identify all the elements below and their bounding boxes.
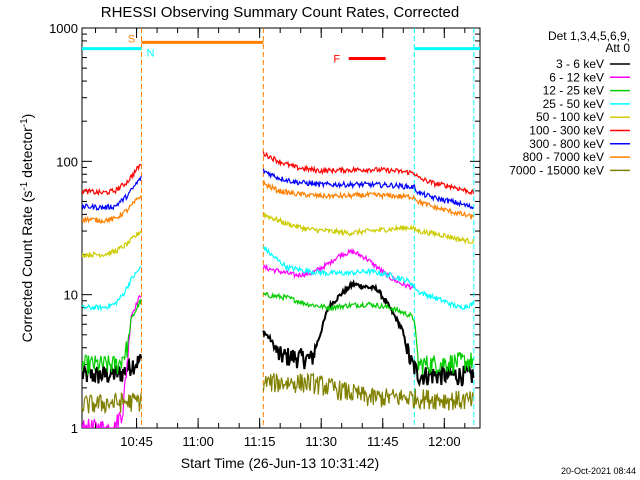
x-tick-label: 12:00 [428,434,461,449]
y-tick-label: 1000 [49,21,78,36]
series-line [82,230,142,259]
saa-flag-label: S [128,33,135,45]
series-line [262,291,474,375]
series-line [82,163,142,196]
x-tick-label: 11:00 [182,434,214,449]
series-line [82,391,142,415]
night-flag-label: N [147,48,155,60]
legend-label: 50 - 100 keV [536,110,604,124]
series-line [262,179,474,220]
state-flags: SN F [82,33,480,66]
x-axis: 10:45 11:00 11:15 11:30 11:45 12:00 [95,28,466,449]
y-axis-label: Corrected Count Rate (s-1 detector-1) [19,114,35,343]
series-50-100-kev [82,212,474,259]
series-line [262,245,474,310]
series-300-800-kev [82,168,474,211]
series-group [82,151,475,428]
legend-label: 12 - 25 keV [543,84,604,98]
series-line [82,294,142,428]
series-line [82,266,142,313]
series-25-50-kev [82,245,474,313]
series-800-7000-kev [82,179,474,224]
x-tick-label: 10:45 [120,434,153,449]
x-tick-label: 11:15 [244,434,276,449]
series-line [262,372,474,411]
legend-header-line2: Att 0 [605,41,630,55]
series-100-300-kev [82,151,474,196]
series-line [262,168,474,210]
y-tick-label: 1 [71,421,78,436]
series-line [82,176,142,211]
legend-label: 300 - 800 keV [529,137,604,151]
series-7000-15000-kev [82,372,474,415]
series-12-25-kev [82,291,474,376]
flare-flag-label: F [333,54,340,66]
series-line [262,279,475,387]
legend-label: 100 - 300 keV [529,124,604,138]
series-line [82,298,142,376]
legend-label: 6 - 12 keV [549,70,604,84]
y-tick-label: 10 [64,288,78,303]
y-tick-label: 100 [56,154,78,169]
legend-label: 7000 - 15000 keV [509,163,604,177]
series-line [82,195,142,224]
series-line [262,212,474,245]
x-tick-label: 11:45 [367,434,399,449]
legend-header-line1: Det 1,3,4,5,6,9, [548,29,630,43]
y-axis: 1 10 100 1000 [49,21,480,436]
legend-label: 800 - 7000 keV [523,150,604,164]
series-line [262,151,474,196]
x-tick-label: 11:30 [305,434,337,449]
legend-label: 25 - 50 keV [543,97,604,111]
plot-frame [81,27,481,429]
chart-title: RHESSI Observing Summary Count Rates, Co… [101,4,459,21]
legend-label: 3 - 6 keV [556,57,604,71]
x-axis-label: Start Time (26-Jun-13 10:31:42) [181,455,379,471]
timestamp: 20-Oct-2021 08:44 [561,466,636,476]
